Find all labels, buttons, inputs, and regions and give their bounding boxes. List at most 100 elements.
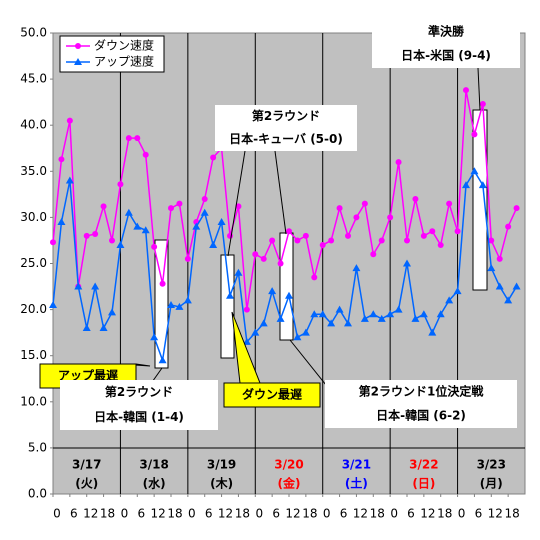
marker [344,319,352,327]
marker [336,205,343,212]
marker [512,282,521,290]
marker [65,176,74,184]
annotation-box [215,105,357,151]
x-tick-label: 12 [285,507,300,521]
marker [260,255,267,262]
marker [428,328,437,336]
x-tick-label: 12 [488,507,503,521]
marker [251,328,260,336]
annotation-text: ダウン最遅 [242,387,302,402]
x-tick-label: 18 [505,507,520,521]
marker [495,282,504,290]
marker [463,87,469,94]
marker [404,237,410,244]
marker [319,242,326,249]
marker [141,226,150,234]
annotation-box [325,380,517,428]
marker [478,181,487,189]
x-tick-label: 6 [137,507,145,521]
marker [496,255,503,262]
marker [301,328,310,336]
x-tick-label: 12 [83,507,98,521]
marker [276,314,285,322]
marker [243,306,250,313]
annotation-box [223,382,321,408]
x-tick-label: 0 [255,507,263,521]
marker [226,291,234,299]
legend [59,35,165,73]
marker [395,159,402,166]
marker [175,302,184,310]
x-tick-label: 0 [121,507,129,521]
highlight-box [279,232,294,341]
x-tick-label: 18 [167,507,182,521]
x-tick-label: 0 [188,507,196,521]
leader-line [227,150,246,257]
marker [453,287,462,295]
y-tick-label: 45.0 [20,72,47,86]
x-tick-label: 18 [370,507,385,521]
y-tick-label: 20.0 [20,302,47,316]
x-tick-label: 6 [205,507,213,521]
marker [92,230,99,237]
marker [387,214,394,221]
marker [57,218,66,226]
annotation-text: 日本-韓国 (6-2) [376,408,466,423]
day-weekday: (木) [210,476,233,491]
marker [345,232,351,239]
marker [412,195,419,202]
marker [378,237,385,244]
x-tick-label: 6 [272,507,280,521]
marker [505,223,512,230]
x-tick-label: 0 [323,507,331,521]
marker [133,222,142,230]
marker [74,282,83,290]
annotation-text: 日本-キューバ (5-0) [229,131,343,146]
annotation-box [60,380,218,430]
marker [124,208,133,216]
x-tick-label: 0 [53,507,61,521]
marker [471,131,478,138]
marker [327,319,336,327]
marker [158,356,167,364]
leader-line [477,67,481,111]
day-weekday: (日) [412,477,435,491]
marker [353,214,360,221]
marker [328,237,335,244]
marker [420,232,427,239]
marker [184,255,191,262]
y-tick-label: 0.0 [28,487,47,501]
leader-lines [149,67,481,391]
marker [49,300,57,308]
x-tick-label: 18 [100,507,115,521]
marker [159,280,166,287]
y-tick-label: 15.0 [20,348,47,362]
day-weekday: (金) [278,476,301,491]
marker [369,310,378,318]
marker [310,310,319,318]
marker [99,324,108,332]
annotation-text: 日本-韓国 (1-4) [94,409,184,424]
day-date: 3/22 [409,458,438,472]
marker [183,296,192,304]
annotation-box [372,20,520,68]
annotation-text: 第2ラウンド [252,108,320,123]
day-date: 3/21 [342,458,371,472]
x-tick-label: 6 [70,507,78,521]
day-weekday: (火) [75,477,98,491]
marker [235,203,242,210]
marker [454,228,461,235]
marker [394,305,403,313]
y-tick-label: 40.0 [20,118,47,132]
annotation-text: 日本-米国 (9-4) [401,48,491,63]
marker [479,100,486,107]
y-tick-label: 5.0 [28,440,47,454]
x-tick-label: 12 [353,507,368,521]
marker [504,296,513,304]
y-tick-label: 30.0 [20,210,47,224]
y-tick-label: 25.0 [20,256,47,270]
marker [168,205,174,212]
marker [352,264,361,272]
marker [462,181,470,189]
